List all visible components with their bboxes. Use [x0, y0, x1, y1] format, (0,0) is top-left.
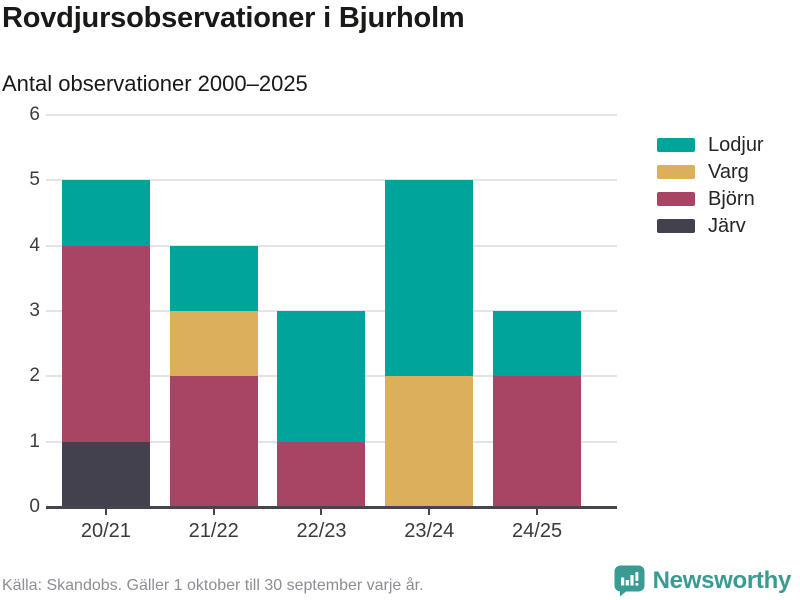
gridline-y6 [46, 114, 617, 116]
bar-stack [277, 115, 366, 507]
x-axis-tick [536, 508, 539, 515]
newsworthy-bubble-barchart-icon [614, 565, 645, 597]
y-axis-tick-label: 1 [29, 430, 40, 452]
bar-segment-lodjur [169, 245, 258, 312]
gridline-y3 [46, 310, 617, 312]
newsworthy-wordmark: Newsworthy [652, 567, 792, 594]
legend-label: Varg [708, 160, 749, 183]
x-axis-tick-label: 21/22 [188, 520, 239, 542]
bar-segment-lodjur [277, 311, 366, 442]
bar-segment-lodjur [493, 311, 582, 377]
x-axis-tick [104, 508, 107, 515]
newsworthy-logo: Newsworthy [614, 565, 791, 597]
x-axis-tick [320, 508, 323, 515]
x-axis-tick [428, 508, 431, 515]
bar-segment-björn [493, 376, 582, 507]
legend-item-björn: Björn [657, 187, 764, 210]
bar-segment-järv [61, 441, 150, 507]
chart-subtitle: Antal observationer 2000–2025 [2, 71, 308, 96]
bar-segment-lodjur [385, 180, 474, 377]
legend-swatch [657, 219, 695, 233]
bar-segment-björn [277, 441, 366, 507]
bar-slot-21-22: 21/22 [160, 115, 268, 542]
bar-slots: 20/21 21/22 22/23 23/24 24/25 [52, 115, 591, 542]
legend-item-järv: Järv [657, 214, 764, 237]
x-axis-tick-label: 20/21 [80, 520, 131, 542]
legend-label: Lodjur [708, 133, 764, 156]
bar-stack [385, 115, 474, 507]
gridline-y5 [46, 179, 617, 182]
bar-segment-varg [385, 376, 474, 507]
source-note: Källa: Skandobs. Gäller 1 oktober till 3… [2, 577, 424, 594]
bar-segment-björn [169, 376, 258, 507]
y-axis-tick-label: 4 [29, 234, 40, 256]
chart-title: Rovdjursobservationer i Bjurholm [2, 2, 465, 34]
bar-segment-lodjur [61, 180, 150, 246]
legend-item-varg: Varg [657, 160, 764, 183]
x-axis-line [46, 506, 617, 509]
legend-label: Björn [708, 187, 755, 210]
y-axis-tick-label: 5 [29, 169, 40, 191]
x-axis-tick-label: 24/25 [512, 520, 563, 542]
bar-slot-24-25: 24/25 [483, 115, 591, 542]
footer: Källa: Skandobs. Gäller 1 oktober till 3… [2, 565, 791, 597]
plot-area: 0 1 2 3 4 5 6 20/21 21/22 22/23 23/24 24/25 [29, 105, 617, 542]
x-axis-tick-label: 22/23 [296, 520, 347, 542]
bar-slot-22-23: 22/23 [268, 115, 376, 542]
bar-segment-varg [169, 311, 258, 377]
legend-swatch [657, 165, 695, 179]
x-axis-tick [212, 508, 215, 515]
bar-stack [493, 115, 582, 507]
y-axis-tick-label: 0 [29, 496, 40, 517]
gridline-y4 [46, 244, 617, 247]
bar-segment-björn [61, 245, 150, 442]
y-axis-tick-label: 6 [29, 104, 40, 125]
legend-swatch [657, 138, 695, 152]
y-axis-tick-label: 2 [29, 365, 40, 387]
legend: Lodjur Varg Björn Järv [657, 133, 764, 237]
legend-label: Järv [708, 214, 746, 237]
y-axis-tick-label: 3 [29, 300, 40, 321]
bar-slot-20-21: 20/21 [52, 115, 160, 542]
legend-item-lodjur: Lodjur [657, 133, 764, 156]
bar-slot-23-24: 23/24 [375, 115, 483, 542]
x-axis-tick-label: 23/24 [404, 520, 455, 542]
legend-swatch [657, 192, 695, 206]
bar-stack [169, 115, 258, 507]
bar-stack [61, 115, 150, 507]
